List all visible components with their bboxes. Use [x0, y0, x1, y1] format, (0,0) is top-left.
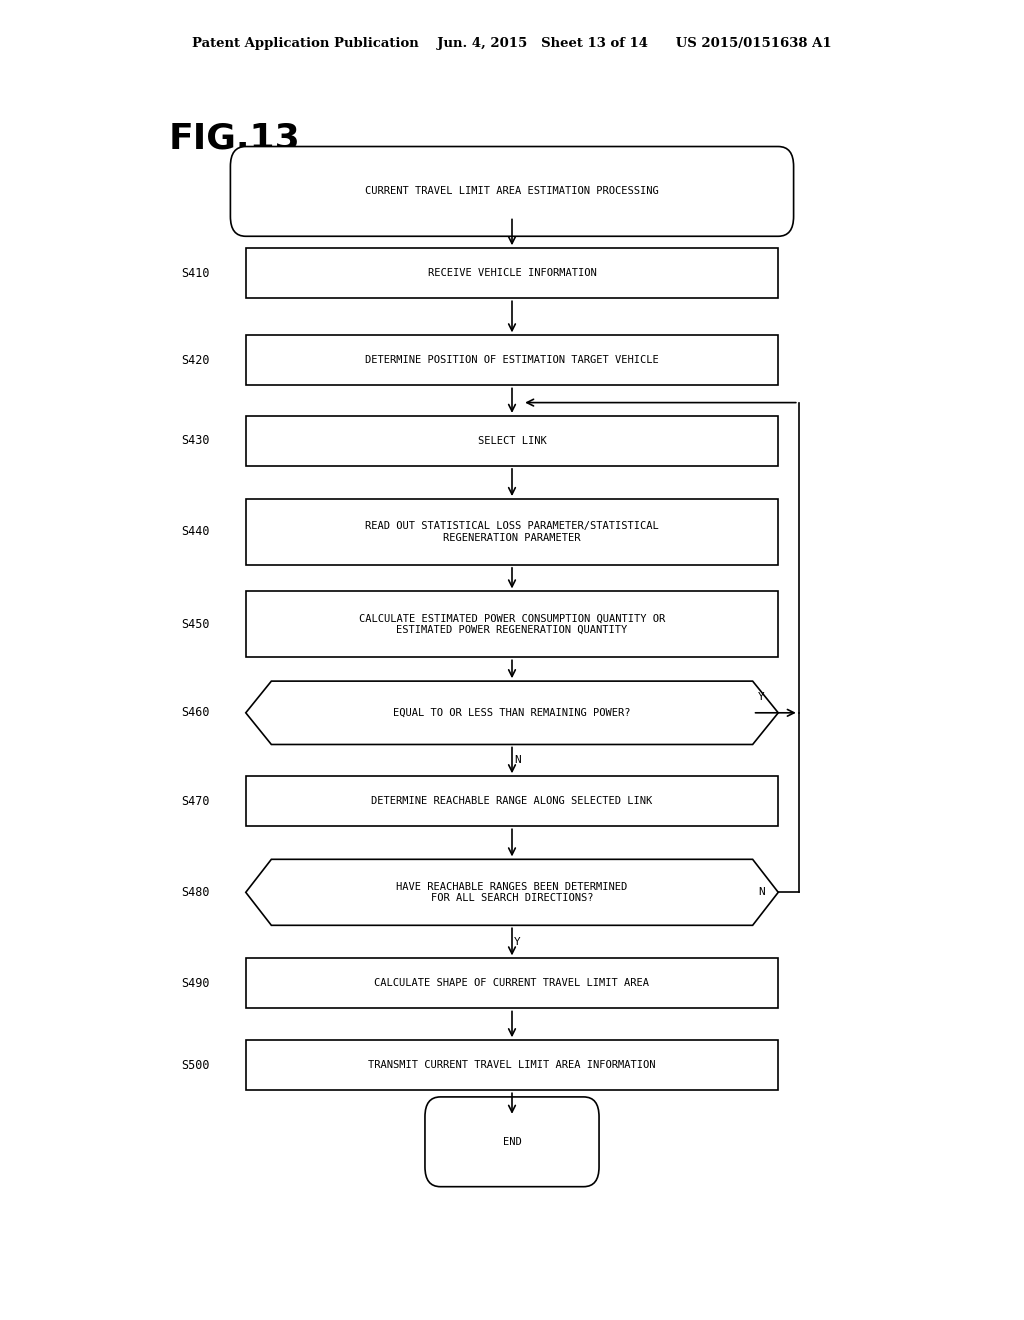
- Bar: [246, 248, 778, 298]
- Text: S460: S460: [181, 706, 210, 719]
- Text: DETERMINE POSITION OF ESTIMATION TARGET VEHICLE: DETERMINE POSITION OF ESTIMATION TARGET …: [366, 355, 658, 366]
- Bar: [246, 591, 778, 657]
- Bar: [246, 335, 778, 385]
- Text: DETERMINE REACHABLE RANGE ALONG SELECTED LINK: DETERMINE REACHABLE RANGE ALONG SELECTED…: [372, 796, 652, 807]
- Text: S470: S470: [181, 795, 210, 808]
- Text: S500: S500: [181, 1059, 210, 1072]
- Text: FIG.13: FIG.13: [169, 121, 301, 156]
- Polygon shape: [246, 859, 778, 925]
- Text: Y: Y: [514, 937, 521, 946]
- Text: HAVE REACHABLE RANGES BEEN DETERMINED
FOR ALL SEARCH DIRECTIONS?: HAVE REACHABLE RANGES BEEN DETERMINED FO…: [396, 882, 628, 903]
- Text: S450: S450: [181, 618, 210, 631]
- Text: N: N: [758, 887, 765, 898]
- Text: S480: S480: [181, 886, 210, 899]
- Bar: [246, 776, 778, 826]
- FancyBboxPatch shape: [425, 1097, 599, 1187]
- Text: END: END: [503, 1137, 521, 1147]
- Text: Y: Y: [758, 692, 765, 702]
- Bar: [246, 416, 778, 466]
- Text: READ OUT STATISTICAL LOSS PARAMETER/STATISTICAL
REGENERATION PARAMETER: READ OUT STATISTICAL LOSS PARAMETER/STAT…: [366, 521, 658, 543]
- Text: S430: S430: [181, 434, 210, 447]
- Polygon shape: [246, 681, 778, 744]
- Bar: [246, 499, 778, 565]
- Text: S440: S440: [181, 525, 210, 539]
- Text: CALCULATE ESTIMATED POWER CONSUMPTION QUANTITY OR
ESTIMATED POWER REGENERATION Q: CALCULATE ESTIMATED POWER CONSUMPTION QU…: [358, 614, 666, 635]
- Text: EQUAL TO OR LESS THAN REMAINING POWER?: EQUAL TO OR LESS THAN REMAINING POWER?: [393, 708, 631, 718]
- Text: TRANSMIT CURRENT TRAVEL LIMIT AREA INFORMATION: TRANSMIT CURRENT TRAVEL LIMIT AREA INFOR…: [369, 1060, 655, 1071]
- Text: S410: S410: [181, 267, 210, 280]
- Bar: [246, 1040, 778, 1090]
- Text: S490: S490: [181, 977, 210, 990]
- Text: RECEIVE VEHICLE INFORMATION: RECEIVE VEHICLE INFORMATION: [428, 268, 596, 279]
- FancyBboxPatch shape: [230, 147, 794, 236]
- Text: CALCULATE SHAPE OF CURRENT TRAVEL LIMIT AREA: CALCULATE SHAPE OF CURRENT TRAVEL LIMIT …: [375, 978, 649, 989]
- Text: Patent Application Publication    Jun. 4, 2015   Sheet 13 of 14      US 2015/015: Patent Application Publication Jun. 4, 2…: [193, 37, 831, 50]
- Bar: [246, 958, 778, 1008]
- Text: N: N: [514, 755, 521, 766]
- Text: CURRENT TRAVEL LIMIT AREA ESTIMATION PROCESSING: CURRENT TRAVEL LIMIT AREA ESTIMATION PRO…: [366, 186, 658, 197]
- Text: SELECT LINK: SELECT LINK: [477, 436, 547, 446]
- Text: S420: S420: [181, 354, 210, 367]
